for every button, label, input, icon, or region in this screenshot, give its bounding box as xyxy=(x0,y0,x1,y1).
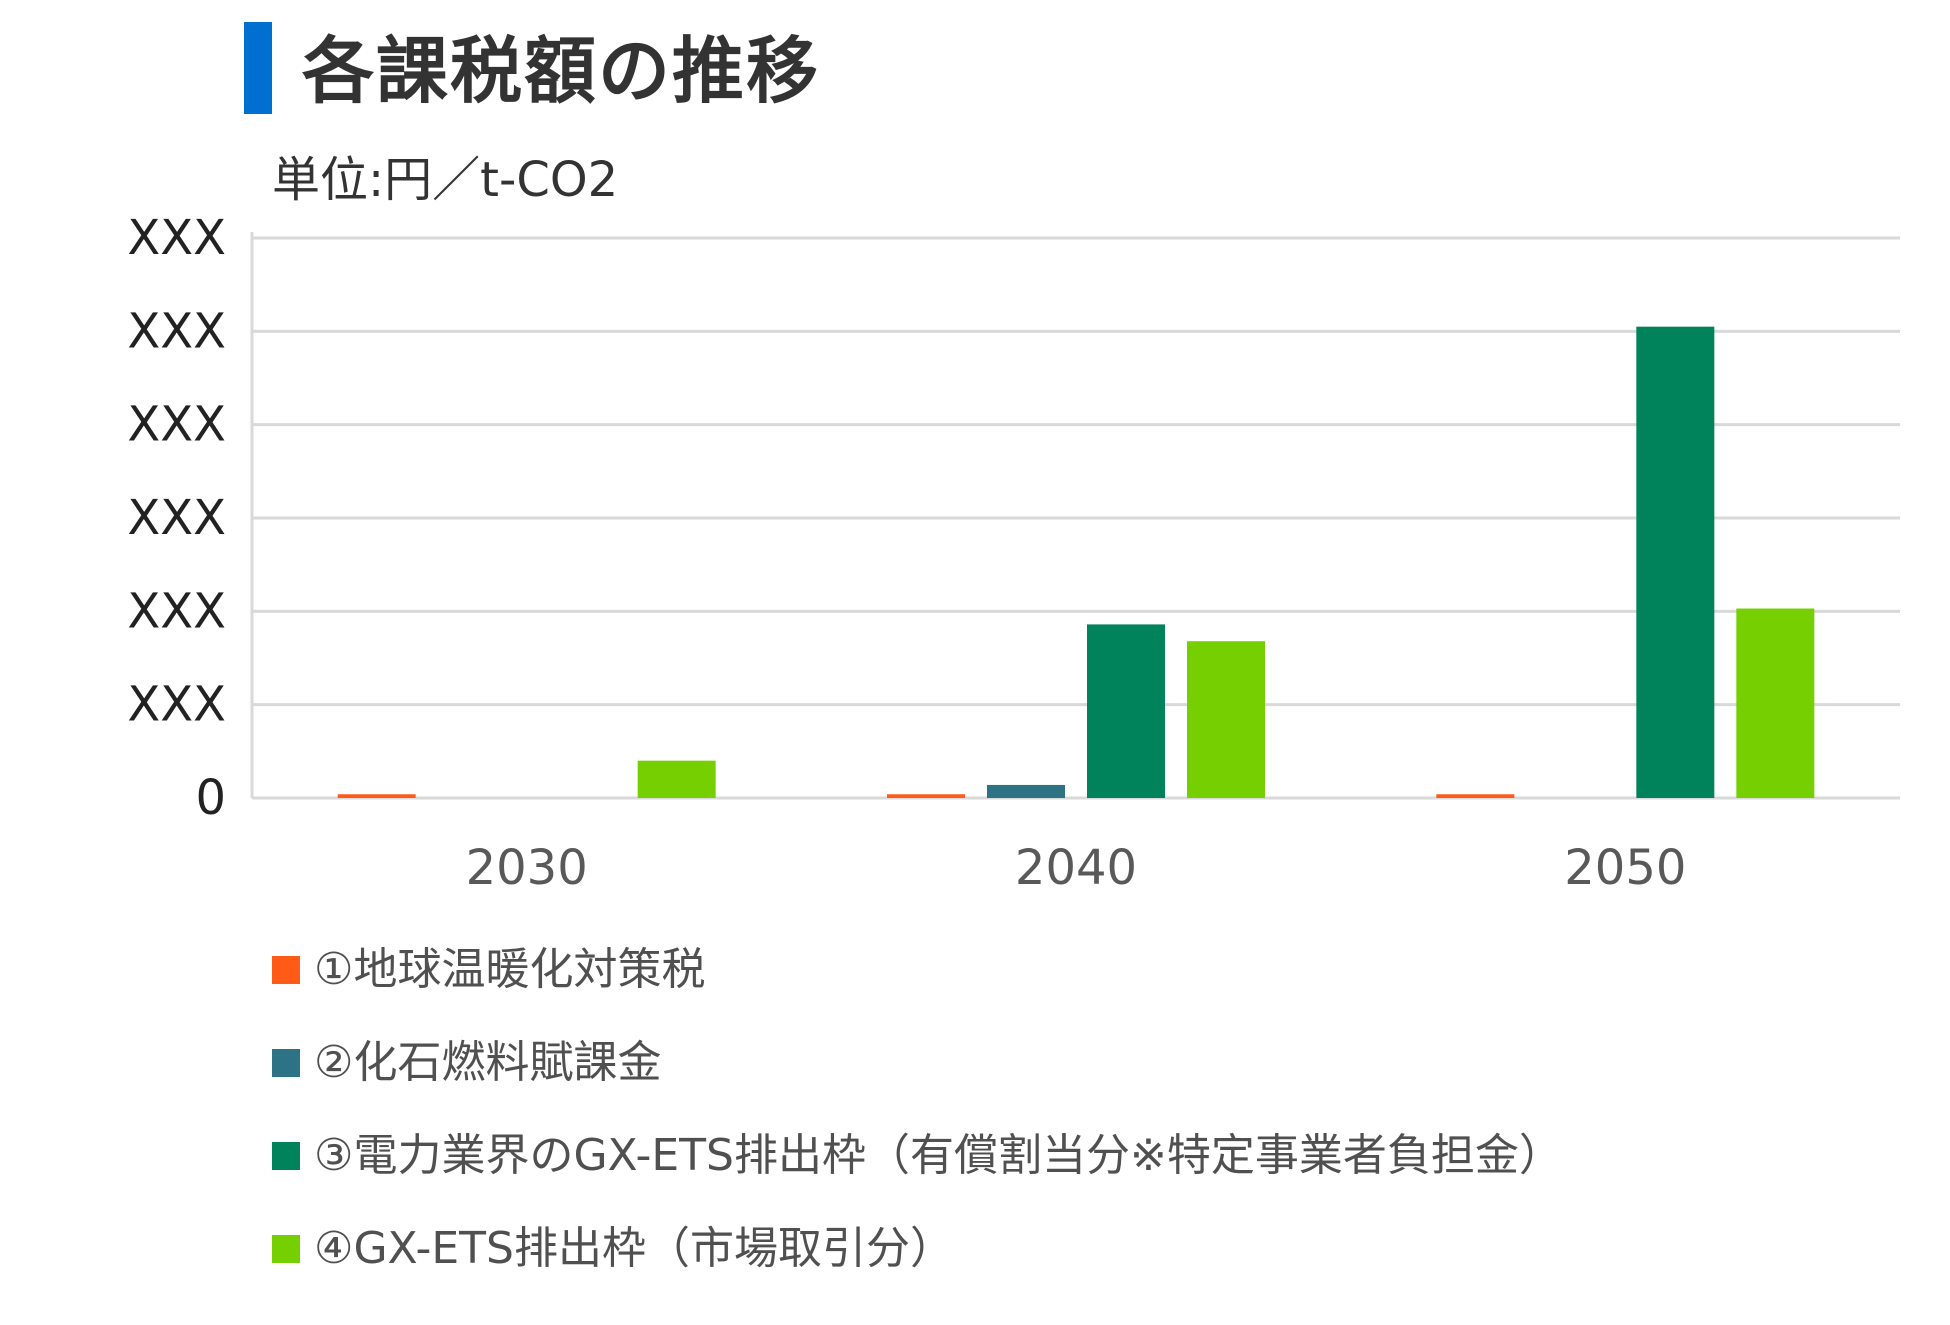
page-title: 各課税額の推移 xyxy=(302,29,821,113)
legend-label: ③電力業界のGX-ETS排出枠（有償割当分※特定事業者負担金） xyxy=(314,1130,1563,1181)
legend-swatch xyxy=(272,1049,300,1077)
bar-1-2040 xyxy=(887,794,965,798)
y-tick-label: XXX xyxy=(127,490,226,546)
y-tick-label: XXX xyxy=(127,210,226,266)
y-tick-label: XXX xyxy=(127,677,226,733)
bar-1-2050 xyxy=(1436,794,1515,798)
bar-4-2030 xyxy=(637,760,716,798)
unit-label: 単位:円／t-CO2 xyxy=(272,152,619,208)
y-tick-label: XXX xyxy=(127,303,226,359)
bar-1-2030 xyxy=(337,794,416,798)
y-tick-label: XXX xyxy=(127,397,226,453)
y-tick-label: 0 xyxy=(195,770,226,826)
legend-swatch xyxy=(272,956,300,984)
legend-item: ①地球温暖化対策税 xyxy=(272,940,705,1000)
x-tick-label: 2040 xyxy=(1015,840,1137,896)
legend-swatch xyxy=(272,1142,300,1170)
bar-3-2050 xyxy=(1636,326,1715,798)
bar-2-2040 xyxy=(987,784,1065,798)
bar-chart: 0 XXX XXX XXX XXX XXX XXX 2030 2040 2050 xyxy=(127,210,1900,896)
legend-label: ②化石燃料賦課金 xyxy=(314,1037,662,1088)
bar-3-2040 xyxy=(1087,624,1165,798)
y-tick-label: XXX xyxy=(127,583,226,639)
legend-item: ④GX-ETS排出枠（市場取引分） xyxy=(272,1219,954,1279)
x-tick-label: 2050 xyxy=(1564,840,1686,896)
legend-item: ②化石燃料賦課金 xyxy=(272,1033,661,1093)
x-tick-label: 2030 xyxy=(466,840,588,896)
legend-item: ③電力業界のGX-ETS排出枠（有償割当分※特定事業者負担金） xyxy=(272,1126,1563,1186)
bar-4-2040 xyxy=(1187,641,1265,798)
legend-label: ④GX-ETS排出枠（市場取引分） xyxy=(314,1223,954,1274)
title-accent-bar xyxy=(244,22,272,114)
legend-swatch xyxy=(272,1235,300,1263)
bar-4-2050 xyxy=(1736,608,1815,798)
legend-label: ①地球温暖化対策税 xyxy=(314,944,706,995)
